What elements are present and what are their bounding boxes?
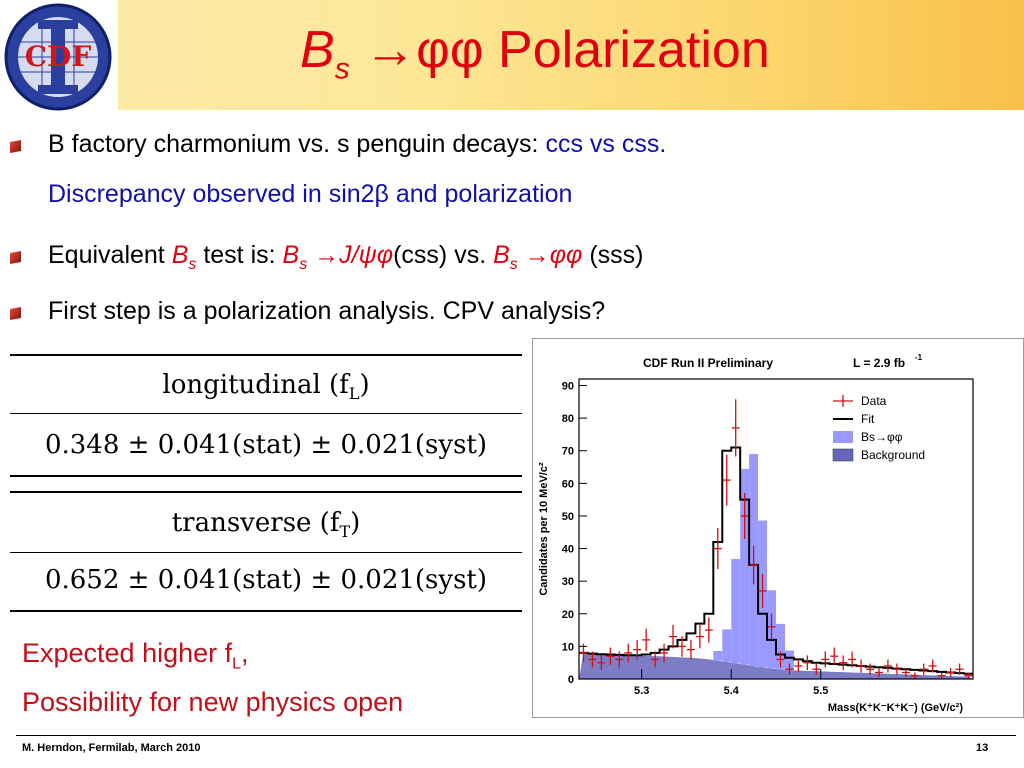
bullet-icon bbox=[10, 307, 21, 320]
x-tick-label: 5.5 bbox=[813, 685, 828, 697]
chart-lumi-sup: -1 bbox=[915, 353, 923, 362]
fit-line bbox=[579, 446, 973, 675]
x-axis-label: Mass(K⁺K⁻K⁺K⁻) (GeV/c²) bbox=[828, 702, 963, 714]
y-axis-label: Candidates per 10 MeV/c² bbox=[538, 462, 550, 596]
signal-bar bbox=[713, 650, 723, 661]
cdf-logo: CDF bbox=[4, 3, 112, 111]
table-header-longitudinal: longitudinal (fL) bbox=[162, 370, 370, 404]
svg-text:CDF: CDF bbox=[25, 40, 92, 73]
table-rule bbox=[10, 552, 522, 553]
y-tick-label: 30 bbox=[562, 576, 574, 588]
y-tick-label: 0 bbox=[568, 674, 574, 686]
legend-signal-swatch bbox=[833, 431, 853, 443]
legend-label: Background bbox=[861, 448, 925, 462]
mass-histogram-chart: 0 10 20 30 40 50 60 70 80 90 5.3 5.4 5.5 CDF Run II P… bbox=[538, 353, 974, 714]
slide-title: Bs →φφ Polarization bbox=[300, 21, 770, 86]
legend-label: Data bbox=[861, 394, 887, 408]
table-rule bbox=[10, 610, 522, 612]
chart-title: CDF Run II Preliminary bbox=[643, 356, 773, 370]
y-tick-label: 10 bbox=[562, 641, 574, 653]
y-tick-label: 40 bbox=[562, 544, 574, 556]
conclusion-text: Expected higher fL, Possibility for new … bbox=[22, 638, 404, 718]
legend-label: Fit bbox=[861, 412, 875, 426]
y-tick-label: 80 bbox=[562, 413, 574, 425]
table-header-transverse: transverse (fT) bbox=[171, 508, 361, 542]
y-tick-label: 20 bbox=[562, 609, 574, 621]
header-band bbox=[118, 0, 1024, 110]
footer-divider bbox=[16, 735, 1016, 736]
table-rule bbox=[10, 491, 522, 493]
table-value-transverse: 0.652 ± 0.041(stat) ± 0.021(syst) bbox=[44, 565, 488, 595]
footer-author: M. Herndon, Fermilab, March 2010 bbox=[22, 742, 201, 754]
signal-bar bbox=[731, 559, 741, 664]
y-tick-label: 70 bbox=[562, 446, 574, 458]
page-number: 13 bbox=[976, 742, 989, 754]
mass-plot-panel: 0 10 20 30 40 50 60 70 80 90 5.3 5.4 5.5 CDF Run II P… bbox=[532, 338, 1024, 718]
signal-bar bbox=[740, 469, 750, 665]
legend-background-swatch bbox=[832, 448, 854, 462]
background-area bbox=[579, 652, 973, 679]
plot-frame bbox=[578, 378, 974, 680]
signal-bar bbox=[776, 623, 785, 670]
signal-bar bbox=[722, 629, 732, 663]
table-rule bbox=[10, 354, 522, 356]
y-tick-label: 90 bbox=[562, 381, 574, 393]
signal-bar bbox=[784, 650, 794, 671]
chart-lumi: L = 2.9 fb bbox=[853, 356, 905, 370]
y-tick-label: 60 bbox=[562, 478, 574, 490]
bullet-icon bbox=[10, 251, 21, 264]
bullet-icon bbox=[10, 140, 21, 153]
table-rule bbox=[10, 475, 522, 477]
table-value-longitudinal: 0.348 ± 0.041(stat) ± 0.021(syst) bbox=[44, 430, 488, 460]
x-tick-label: 5.4 bbox=[724, 685, 740, 697]
table-rule bbox=[10, 413, 522, 414]
x-tick-label: 5.3 bbox=[634, 685, 649, 697]
y-tick-label: 50 bbox=[562, 511, 574, 523]
legend-label: Bs→φφ bbox=[861, 430, 903, 444]
